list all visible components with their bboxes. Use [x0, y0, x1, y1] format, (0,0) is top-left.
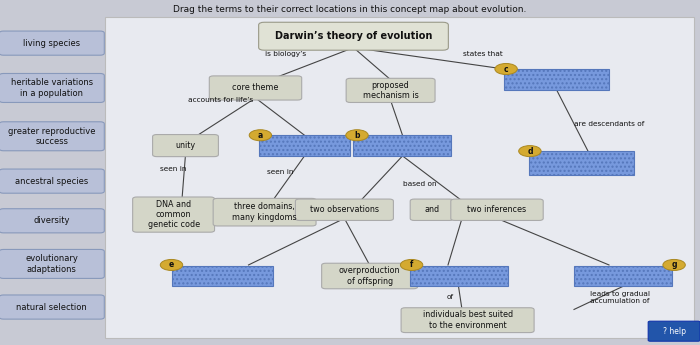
FancyBboxPatch shape	[259, 135, 350, 156]
FancyBboxPatch shape	[105, 17, 694, 338]
Text: core theme: core theme	[232, 83, 279, 92]
Circle shape	[519, 146, 541, 157]
Text: two observations: two observations	[310, 205, 379, 214]
Text: unity: unity	[176, 141, 195, 150]
Text: g: g	[671, 260, 677, 269]
Text: ? help: ? help	[663, 327, 685, 336]
FancyBboxPatch shape	[0, 209, 104, 233]
Text: of: of	[447, 294, 454, 300]
Circle shape	[495, 63, 517, 75]
FancyBboxPatch shape	[172, 266, 273, 286]
Text: evolutionary
adaptations: evolutionary adaptations	[25, 254, 78, 274]
Circle shape	[400, 259, 423, 270]
Text: individuals best suited
to the environment: individuals best suited to the environme…	[423, 310, 512, 330]
Text: a: a	[258, 131, 263, 140]
Text: Drag the terms to their correct locations in this concept map about evolution.: Drag the terms to their correct location…	[174, 5, 526, 14]
FancyBboxPatch shape	[322, 263, 417, 289]
FancyBboxPatch shape	[0, 73, 104, 102]
Text: greater reproductive
success: greater reproductive success	[8, 127, 95, 146]
Text: living species: living species	[23, 39, 80, 48]
Text: two inferences: two inferences	[468, 205, 526, 214]
FancyBboxPatch shape	[354, 135, 452, 156]
Text: f: f	[410, 260, 413, 269]
Text: Darwin’s theory of evolution: Darwin’s theory of evolution	[275, 31, 432, 41]
Text: d: d	[527, 147, 533, 156]
FancyBboxPatch shape	[0, 122, 104, 151]
FancyBboxPatch shape	[648, 321, 700, 341]
Text: and: and	[424, 205, 440, 214]
Text: based on: based on	[403, 180, 437, 187]
Text: overproduction
of offspring: overproduction of offspring	[339, 266, 400, 286]
FancyBboxPatch shape	[0, 31, 104, 55]
FancyBboxPatch shape	[0, 169, 104, 193]
Text: c: c	[504, 65, 508, 73]
Text: states that: states that	[463, 51, 503, 57]
FancyBboxPatch shape	[401, 308, 534, 333]
FancyBboxPatch shape	[346, 78, 435, 102]
Circle shape	[346, 130, 368, 141]
Text: accounts for life’s: accounts for life’s	[188, 97, 253, 103]
FancyBboxPatch shape	[213, 198, 316, 226]
FancyBboxPatch shape	[528, 151, 634, 175]
FancyBboxPatch shape	[258, 22, 449, 50]
Text: natural selection: natural selection	[16, 303, 88, 312]
FancyBboxPatch shape	[410, 199, 454, 220]
FancyBboxPatch shape	[209, 76, 302, 100]
Text: e: e	[169, 260, 174, 269]
Text: proposed
mechanism is: proposed mechanism is	[363, 81, 419, 100]
FancyBboxPatch shape	[295, 199, 393, 220]
FancyBboxPatch shape	[133, 197, 214, 232]
Text: diversity: diversity	[34, 216, 70, 225]
FancyBboxPatch shape	[0, 295, 104, 319]
Text: b: b	[354, 131, 360, 140]
Circle shape	[160, 259, 183, 270]
Circle shape	[663, 259, 685, 270]
Text: is biology’s: is biology’s	[265, 51, 306, 57]
FancyBboxPatch shape	[504, 69, 609, 90]
FancyBboxPatch shape	[0, 10, 104, 345]
FancyBboxPatch shape	[153, 135, 218, 157]
FancyBboxPatch shape	[451, 199, 543, 220]
Text: DNA and
common
genetic code: DNA and common genetic code	[148, 200, 199, 229]
Text: heritable variations
in a population: heritable variations in a population	[10, 78, 93, 98]
Text: leads to gradual
accumulation of: leads to gradual accumulation of	[589, 291, 650, 304]
FancyBboxPatch shape	[0, 249, 104, 278]
Text: are descendants of: are descendants of	[574, 121, 644, 127]
Text: seen in: seen in	[267, 169, 293, 176]
Text: seen in: seen in	[160, 166, 187, 172]
FancyBboxPatch shape	[410, 266, 508, 286]
Text: three domains,
many kingdoms: three domains, many kingdoms	[232, 203, 297, 222]
Text: ancestral species: ancestral species	[15, 177, 88, 186]
FancyBboxPatch shape	[574, 266, 672, 286]
Circle shape	[249, 130, 272, 141]
